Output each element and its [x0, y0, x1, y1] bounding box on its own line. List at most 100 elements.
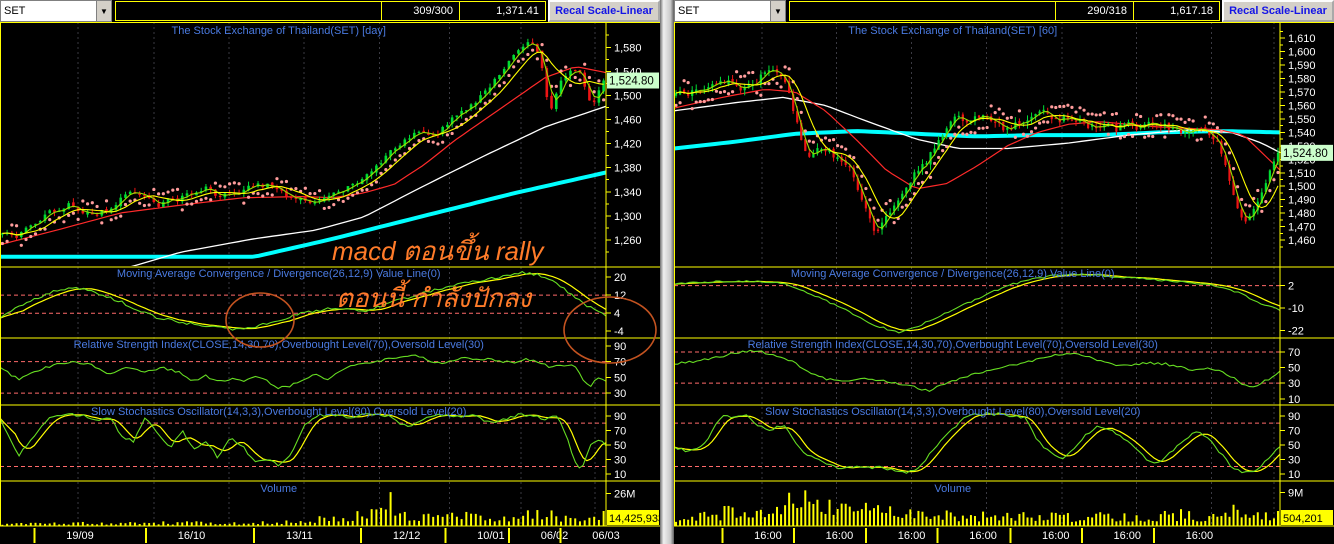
svg-text:1,540: 1,540: [1288, 127, 1316, 139]
svg-text:90: 90: [1288, 411, 1300, 423]
svg-text:10: 10: [1288, 394, 1300, 406]
last-volume-box: [1281, 510, 1333, 525]
chevron-down-icon[interactable]: ▼: [96, 1, 111, 21]
svg-text:13/11: 13/11: [286, 530, 313, 542]
svg-text:10: 10: [614, 469, 626, 481]
svg-text:ตอนนี้ กำลังปักลง: ตอนนี้ กำลังปักลง: [336, 279, 533, 313]
svg-text:Moving Average Convergence / D: Moving Average Convergence / Divergence(…: [117, 268, 441, 280]
svg-text:50: 50: [1288, 440, 1300, 452]
annotation-layer: macd ตอนขึ้น rally ตอนนี้ กำลังปักลง: [225, 232, 657, 364]
symbol-value: SET: [678, 5, 700, 17]
last-price-box: [1281, 144, 1333, 161]
svg-text:1,380: 1,380: [614, 163, 642, 175]
svg-text:1,300: 1,300: [614, 211, 642, 223]
candles-layer: [674, 65, 1280, 236]
macd-layer: [674, 273, 1280, 334]
svg-text:1,610: 1,610: [1288, 33, 1316, 45]
svg-text:Relative Strength Index(CLOSE,: Relative Strength Index(CLOSE,14,30,70),…: [748, 339, 1158, 351]
svg-text:Slow Stochastics Oscillator(14: Slow Stochastics Oscillator(14,3,3),Over…: [91, 406, 466, 418]
readout-spacer: [790, 2, 1055, 20]
svg-text:30: 30: [1288, 454, 1300, 466]
svg-text:16:00: 16:00: [754, 530, 782, 542]
svg-text:20: 20: [614, 272, 626, 284]
svg-text:12: 12: [614, 290, 626, 302]
chart-area-left[interactable]: The Stock Exchange of Thailand(SET) [day…: [0, 22, 664, 544]
svg-text:1,524.80: 1,524.80: [609, 76, 654, 88]
chart-canvas-right[interactable]: The Stock Exchange of Thailand(SET) [60]…: [674, 22, 1334, 544]
svg-text:1,340: 1,340: [614, 187, 642, 199]
svg-text:16:00: 16:00: [1114, 530, 1142, 542]
svg-text:1,510: 1,510: [1288, 168, 1316, 180]
svg-text:1,490: 1,490: [1288, 195, 1316, 207]
svg-text:1,560: 1,560: [1288, 100, 1316, 112]
svg-text:Slow Stochastics Oscillator(14: Slow Stochastics Oscillator(14,3,3),Over…: [765, 406, 1140, 418]
readout-bar: 290/318 1,617.18: [789, 1, 1220, 21]
svg-text:90: 90: [614, 341, 626, 353]
toolbar-right: SET ▼ 290/318 1,617.18 Recal Scale-Linea…: [674, 0, 1334, 22]
svg-text:70: 70: [614, 425, 626, 437]
readout-bar: 309/300 1,371.41: [115, 1, 546, 21]
svg-text:1,570: 1,570: [1288, 87, 1316, 99]
last-price-box: [607, 72, 659, 89]
svg-text:16:00: 16:00: [898, 530, 926, 542]
symbol-select[interactable]: SET ▼: [0, 0, 112, 22]
svg-text:16:00: 16:00: [826, 530, 854, 542]
svg-text:06/03: 06/03: [592, 530, 620, 542]
svg-text:4: 4: [614, 308, 620, 320]
svg-text:1,470: 1,470: [1288, 222, 1316, 234]
svg-text:1,524.80: 1,524.80: [1283, 148, 1328, 160]
svg-text:-10: -10: [1288, 303, 1304, 315]
svg-text:16:00: 16:00: [969, 530, 997, 542]
bar-counter: 309/300: [381, 2, 459, 20]
svg-text:macd ตอนขึ้น rally: macd ตอนขึ้น rally: [332, 232, 546, 266]
svg-text:50: 50: [614, 372, 626, 384]
svg-text:10/01: 10/01: [477, 530, 505, 542]
symbol-select[interactable]: SET ▼: [674, 0, 786, 22]
svg-text:Volume: Volume: [934, 483, 971, 495]
macd-layer: [0, 270, 606, 331]
chart-panel-left: SET ▼ 309/300 1,371.41 Recal Scale-Linea…: [0, 0, 664, 544]
svg-text:-4: -4: [614, 326, 624, 338]
svg-text:14,425,933: 14,425,933: [609, 513, 660, 525]
svg-text:1,460: 1,460: [614, 115, 642, 127]
rsi-layer: [674, 349, 1280, 393]
panel-divider[interactable]: [660, 0, 674, 544]
chart-area-right[interactable]: The Stock Exchange of Thailand(SET) [60]…: [674, 22, 1334, 544]
svg-text:50: 50: [614, 440, 626, 452]
last-index-value: 1,371.41: [459, 2, 545, 20]
sar-dots-layer: [674, 65, 1280, 225]
stoch-layer: [674, 411, 1280, 474]
recal-scale-button[interactable]: Recal Scale-Linear: [1222, 0, 1334, 22]
bar-counter: 290/318: [1055, 2, 1133, 20]
svg-text:10: 10: [1288, 469, 1300, 481]
last-index-value: 1,617.18: [1133, 2, 1219, 20]
recal-scale-button[interactable]: Recal Scale-Linear: [548, 0, 660, 22]
chevron-down-icon[interactable]: ▼: [770, 1, 785, 21]
svg-text:1,550: 1,550: [1288, 114, 1316, 126]
x-axis-labels: 19/09 16/10 13/11 12/12 10/01 06/02 06/03: [33, 528, 620, 543]
svg-text:-22: -22: [1288, 326, 1304, 338]
svg-text:1,500: 1,500: [1288, 181, 1316, 193]
svg-text:1,590: 1,590: [1288, 60, 1316, 72]
readout-spacer: [116, 2, 381, 20]
svg-text:12/12: 12/12: [393, 530, 421, 542]
volume-layer: [675, 490, 1279, 526]
svg-text:Relative Strength Index(CLOSE,: Relative Strength Index(CLOSE,14,30,70),…: [74, 339, 484, 351]
svg-text:1,580: 1,580: [1288, 74, 1316, 86]
price-layer: [0, 38, 606, 266]
svg-text:504,201: 504,201: [1283, 513, 1323, 525]
svg-text:1,500: 1,500: [614, 90, 642, 102]
svg-text:9M: 9M: [1288, 487, 1303, 499]
svg-text:The Stock Exchange of Thailand: The Stock Exchange of Thailand(SET) [60]: [848, 25, 1057, 37]
svg-text:Moving Average Convergence / D: Moving Average Convergence / Divergence(…: [791, 268, 1115, 280]
svg-text:1,480: 1,480: [1288, 208, 1316, 220]
svg-text:The Stock Exchange of Thailand: The Stock Exchange of Thailand(SET) [day…: [172, 25, 386, 37]
svg-text:1,420: 1,420: [614, 139, 642, 151]
price-layer: [674, 65, 1280, 236]
symbol-value: SET: [4, 5, 26, 17]
svg-text:30: 30: [1288, 378, 1300, 390]
chart-canvas-left[interactable]: The Stock Exchange of Thailand(SET) [day…: [0, 22, 664, 544]
svg-text:1,260: 1,260: [614, 235, 642, 247]
svg-text:16:00: 16:00: [1186, 530, 1214, 542]
